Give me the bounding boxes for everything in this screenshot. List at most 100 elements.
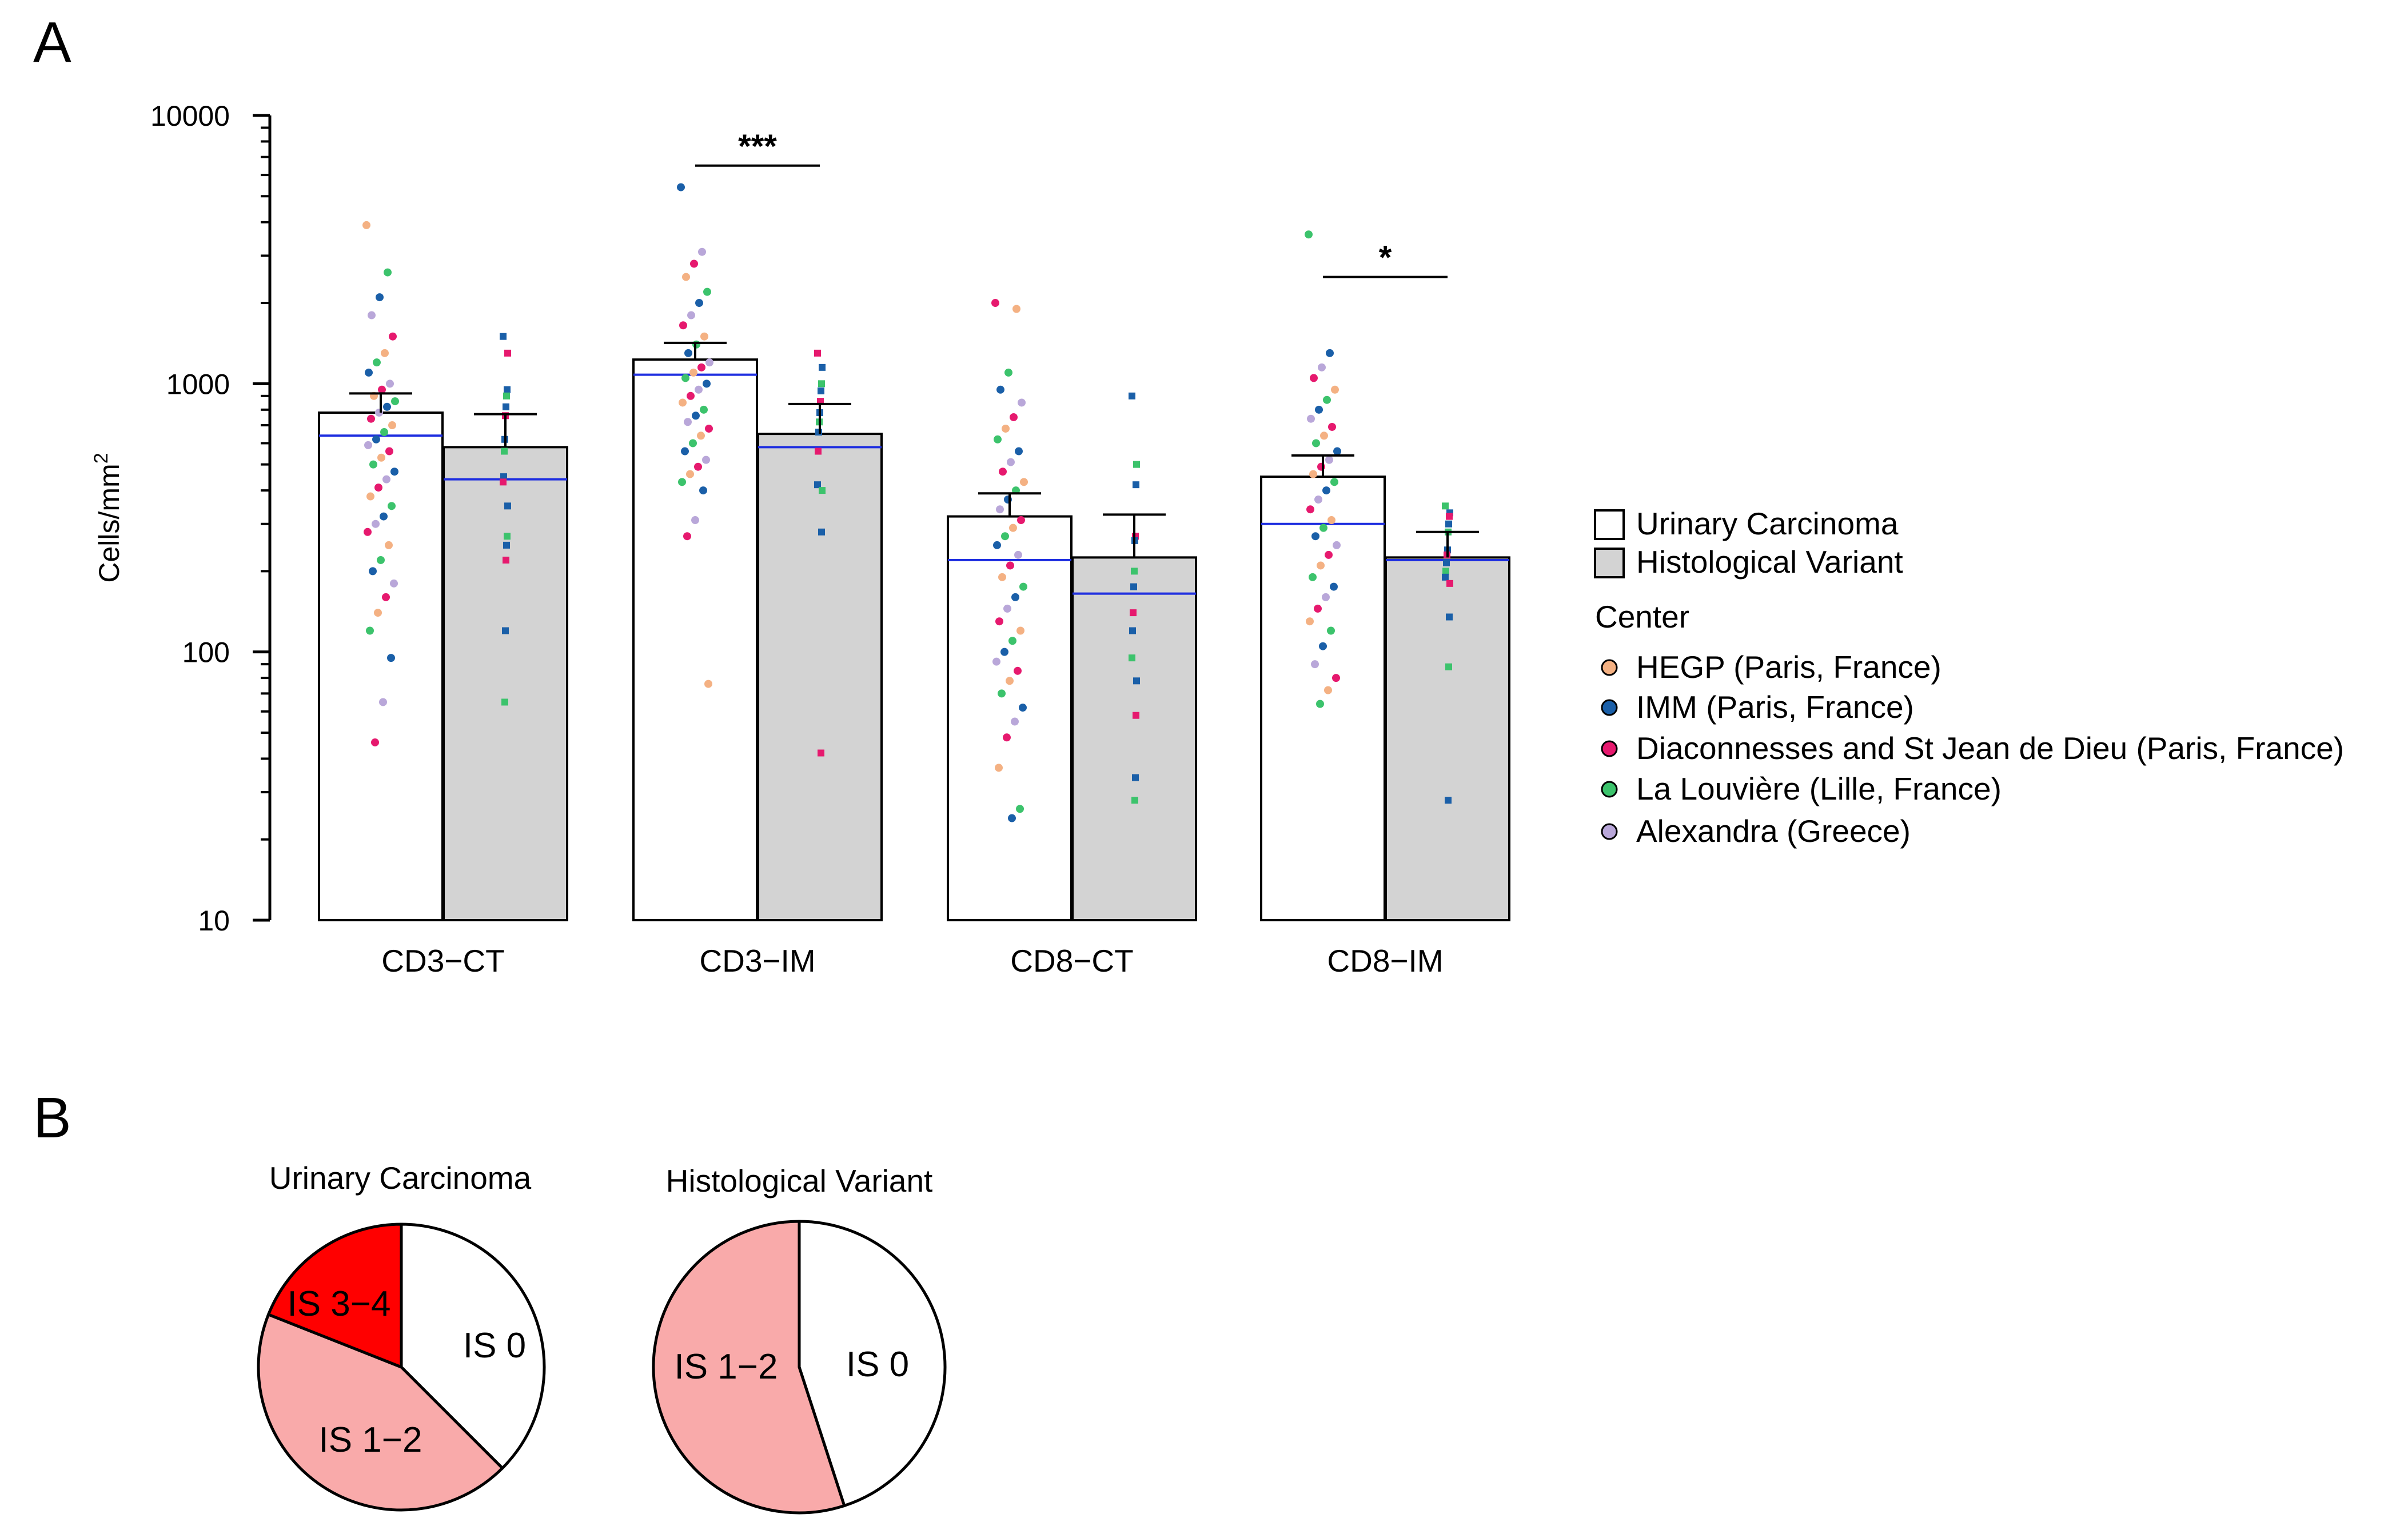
point-cd3-ct-uc <box>376 293 384 302</box>
point-cd3-ct-uc <box>379 698 387 706</box>
point-cd8-im-uc <box>1316 700 1324 708</box>
point-cd3-im-uc <box>682 273 690 281</box>
error-bars-layer <box>349 341 1479 558</box>
pie-uc-label-is-0: IS 0 <box>463 1326 526 1365</box>
point-cd3-im-uc <box>690 259 698 268</box>
legend: Urinary Carcinoma Histological Variant C… <box>1594 506 2344 849</box>
point-cd8-ct-uc <box>994 435 1002 444</box>
point-cd8-ct-uc <box>995 617 1003 626</box>
point-cd8-ct-hv <box>1131 568 1138 575</box>
point-cd3-ct-uc <box>368 311 376 319</box>
point-cd8-im-uc <box>1325 550 1333 559</box>
point-cd3-ct-hv <box>504 533 511 540</box>
point-cd8-ct-uc <box>1008 814 1016 822</box>
point-cd8-ct-uc <box>1012 305 1020 313</box>
pie-uc-slice-is-3-4 <box>266 1223 403 1369</box>
pie-chart-histological: Histological Variant IS 0 IS 1−2 <box>652 1163 947 1515</box>
point-cd8-im-uc <box>1330 582 1338 591</box>
y-axis-label-sup: 2 <box>90 453 112 464</box>
significance-layer: **** <box>695 128 1448 278</box>
legend-label-uc: Urinary Carcinoma <box>1636 506 1899 541</box>
point-cd8-ct-uc <box>1014 666 1022 675</box>
pie-hv-slice-is-1-2 <box>652 1220 846 1515</box>
point-cd8-im-uc <box>1330 478 1338 486</box>
point-cd8-im-uc <box>1323 396 1331 404</box>
point-cd8-im-uc <box>1319 524 1327 532</box>
point-cd8-ct-uc <box>1017 516 1025 525</box>
point-cd3-im-uc <box>678 478 686 486</box>
point-cd3-ct-hv <box>501 448 508 455</box>
point-cd3-im-uc <box>704 680 712 688</box>
point-cd3-im-uc <box>692 412 700 420</box>
point-cd8-ct-uc <box>993 541 1001 549</box>
point-cd3-ct-uc <box>362 221 370 229</box>
x-tick-label-cd8-im: CD8−IM <box>1327 943 1443 978</box>
point-cd8-ct-uc <box>1014 550 1022 559</box>
point-cd8-im-uc <box>1320 432 1328 440</box>
point-cd3-im-hv <box>818 387 824 394</box>
point-cd8-im-uc <box>1311 660 1319 669</box>
y-axis-label: Cells/mm2 <box>90 453 125 582</box>
point-cd8-im-hv <box>1443 559 1450 566</box>
point-cd8-im-uc <box>1333 447 1341 456</box>
point-cd3-im-uc <box>697 363 705 371</box>
point-cd3-ct-hv <box>503 403 509 410</box>
pie-uc-slice-is-1-2 <box>257 1312 505 1512</box>
point-cd8-ct-hv <box>1133 481 1139 489</box>
significance-label-cd8-im: * <box>1379 239 1392 277</box>
point-cd3-ct-uc <box>364 441 372 449</box>
point-cd8-im-uc <box>1325 456 1333 464</box>
pie-hv-slice-is-0 <box>798 1220 947 1508</box>
legend-dot-diaconnesses <box>1601 740 1618 757</box>
point-cd8-im-uc <box>1327 626 1335 635</box>
point-cd3-ct-uc <box>388 502 396 510</box>
point-cd8-im-hv <box>1446 613 1453 621</box>
point-cd3-ct-uc <box>371 738 379 746</box>
bar-cd3-im-hv <box>757 433 883 921</box>
point-cd3-ct-uc <box>374 609 382 617</box>
x-tick-label-cd3-ct: CD3−CT <box>381 943 504 978</box>
point-cd3-ct-uc <box>377 453 385 462</box>
pie-title-urinary: Urinary Carcinoma <box>269 1160 532 1196</box>
point-cd3-ct-uc <box>382 593 390 601</box>
point-cd3-im-uc <box>689 368 697 377</box>
legend-dot-louviere <box>1601 781 1618 798</box>
y-tick-label-10000: 10000 <box>150 100 230 132</box>
point-cd3-ct-uc <box>378 385 386 394</box>
point-cd8-im-uc <box>1331 385 1339 394</box>
point-cd8-im-hv <box>1442 573 1449 581</box>
point-cd3-ct-uc <box>367 414 375 423</box>
point-cd8-ct-uc <box>1003 604 1011 613</box>
point-cd8-ct-uc <box>1003 733 1011 742</box>
point-cd8-ct-uc <box>1000 648 1008 656</box>
y-axis: 10 100 1000 10000 <box>150 100 272 937</box>
point-cd8-im-uc <box>1319 642 1327 650</box>
point-cd3-ct-uc <box>388 421 396 430</box>
point-cd3-im-uc <box>684 418 692 426</box>
point-cd8-ct-uc <box>996 505 1004 514</box>
point-cd8-im-uc <box>1309 573 1317 581</box>
point-cd8-im-hv <box>1442 568 1449 575</box>
point-cd8-ct-hv <box>1133 712 1139 719</box>
point-cd8-ct-uc <box>996 385 1004 394</box>
point-cd3-ct-uc <box>381 349 389 357</box>
point-cd3-ct-hv <box>503 556 509 564</box>
point-cd3-im-uc <box>705 424 713 433</box>
point-cd3-ct-uc <box>386 379 394 388</box>
pie-uc-label-is-1-2: IS 1−2 <box>319 1420 422 1460</box>
point-cd8-ct-uc <box>1011 593 1019 601</box>
point-cd8-im-uc <box>1314 604 1322 613</box>
point-cd8-im-uc <box>1310 374 1318 382</box>
point-cd3-ct-hv <box>504 386 511 393</box>
point-cd3-ct-uc <box>372 520 380 528</box>
point-cd8-ct-uc <box>1016 805 1024 813</box>
point-cd3-im-uc <box>679 321 687 330</box>
point-cd8-ct-hv <box>1129 654 1135 662</box>
point-cd3-ct-uc <box>372 435 380 444</box>
point-cd3-im-uc <box>687 392 695 400</box>
point-cd8-ct-uc <box>1020 478 1028 486</box>
point-cd8-ct-uc <box>1016 626 1024 635</box>
point-cd3-ct-uc <box>382 475 390 484</box>
point-cd3-ct-uc <box>387 654 395 662</box>
